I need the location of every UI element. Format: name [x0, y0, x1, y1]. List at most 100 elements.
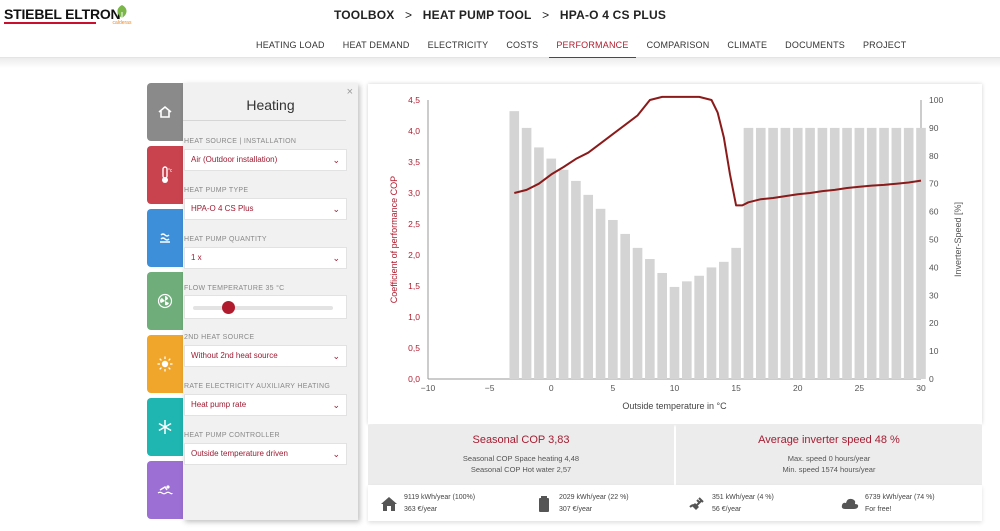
nav-documents[interactable]: DOCUMENTS — [785, 40, 845, 50]
electricity-rate-select[interactable]: Heat pump rate ⌄ — [184, 394, 347, 416]
tab-hot-water[interactable] — [147, 209, 183, 267]
inverter-speed-bar[interactable] — [805, 127, 815, 380]
y-tick-label: 4,5 — [408, 95, 420, 105]
inverter-speed-bar[interactable] — [595, 208, 606, 379]
breadcrumb-heat-pump-tool[interactable]: HEAT PUMP TOOL — [422, 8, 532, 22]
inverter-speed-bar[interactable] — [657, 272, 667, 379]
second-heat-source-select[interactable]: Without 2nd heat source ⌄ — [184, 345, 347, 367]
breadcrumb: TOOLBOX > HEAT PUMP TOOL > HPA-O 4 CS PL… — [0, 8, 1000, 22]
inverter-speed-bar[interactable] — [829, 127, 840, 380]
heat-source-select[interactable]: Air (Outdoor installation) ⌄ — [184, 149, 347, 171]
inverter-speed-bar[interactable] — [694, 275, 704, 379]
inverter-speed-bar[interactable] — [706, 267, 717, 379]
tab-heating[interactable]: °c — [147, 146, 183, 204]
breadcrumb-product: HPA-O 4 CS PLUS — [559, 8, 667, 22]
chevron-down-icon: ⌄ — [332, 204, 340, 214]
y2-tick-label: 30 — [929, 290, 939, 300]
house-icon — [158, 105, 172, 118]
inverter-speed-bar[interactable] — [718, 261, 729, 379]
nav-electricity[interactable]: ELECTRICITY — [427, 40, 489, 50]
second-heat-source-value: Without 2nd heat source — [191, 351, 278, 360]
inverter-speed-bar[interactable] — [534, 147, 544, 379]
inverter-speed-bar[interactable] — [792, 127, 803, 380]
inverter-speed-bar[interactable] — [558, 169, 569, 379]
x-tick-label: 0 — [549, 383, 554, 393]
x-tick-label: 25 — [855, 383, 865, 393]
energy-breakdown: 9119 kWh/year (100%) 363 €/year 2029 kWh… — [368, 485, 982, 521]
inverter-speed-bar[interactable] — [571, 180, 581, 379]
inverter-speed-bar[interactable] — [583, 194, 594, 379]
flow-temperature-slider[interactable] — [184, 295, 347, 319]
inverter-speed-bar[interactable] — [521, 127, 532, 380]
inverter-speed-bar[interactable] — [817, 127, 828, 380]
thermometer-icon: °c — [162, 166, 172, 183]
x-axis-title: Outside temperature in °C — [622, 401, 727, 411]
close-icon[interactable]: × — [346, 86, 353, 98]
top-header: STIEBEL ELTRON calderas TOOLBOX > HEAT P… — [0, 0, 1000, 32]
controller-select[interactable]: Outside temperature driven ⌄ — [184, 443, 347, 465]
nav-heat-demand[interactable]: HEAT DEMAND — [342, 40, 410, 50]
inverter-speed-bar[interactable] — [780, 127, 791, 380]
slider-track[interactable] — [193, 306, 333, 310]
tab-pool[interactable] — [147, 461, 183, 519]
breadcrumb-toolbox[interactable]: TOOLBOX — [333, 8, 395, 22]
energy-environment-kwh: 6739 kWh/year (74 %) — [865, 494, 935, 501]
x-tick-label: −10 — [421, 383, 436, 393]
inverter-speed-bar[interactable] — [879, 127, 889, 380]
panel-title: Heating — [246, 97, 295, 113]
y2-tick-label: 10 — [929, 346, 939, 356]
inverter-speed-bar[interactable] — [891, 127, 902, 380]
tab-ventilation[interactable] — [147, 272, 183, 330]
cop-hot-water: Seasonal COP Hot water 2,57 — [470, 465, 572, 474]
energy-total-kwh: 9119 kWh/year (100%) — [404, 494, 476, 501]
inverter-speed-bar[interactable] — [509, 111, 520, 379]
nav-climate[interactable]: CLIMATE — [727, 40, 768, 50]
inverter-speed-bar[interactable] — [866, 127, 877, 380]
inverter-speed-bar[interactable] — [755, 127, 766, 380]
y2-tick-label: 40 — [929, 262, 939, 272]
inverter-speed-title: Average inverter speed 48 % — [758, 434, 900, 446]
inverter-speed-bar[interactable] — [842, 127, 852, 380]
nav-project[interactable]: PROJECT — [862, 40, 907, 50]
brand-logo-underline — [4, 22, 96, 24]
energy-environment: 6739 kWh/year (74 %) For free! — [841, 491, 981, 517]
y-axis-title: Coefficient of performance COP — [389, 176, 399, 303]
energy-auxiliary-kwh: 351 kWh/year (4 %) — [712, 494, 774, 501]
inverter-speed-bar[interactable] — [669, 286, 680, 379]
nav-costs[interactable]: COSTS — [506, 40, 539, 50]
heat-pump-quantity-select[interactable]: 1 x ⌄ — [184, 247, 347, 269]
inverter-speed-bar[interactable] — [682, 281, 692, 379]
inverter-speed-bar[interactable] — [546, 158, 557, 379]
heat-pump-type-select[interactable]: HPA-O 4 CS Plus ⌄ — [184, 198, 347, 220]
performance-chart-card: 0,0 0,5 1,0 1,5 2,0 2,5 3,0 3,5 4,0 4,5 0 10 20 30 40 5… — [368, 84, 982, 424]
nav-heating-load[interactable]: HEATING LOAD — [256, 40, 325, 50]
energy-environment-cost: For free! — [865, 506, 892, 513]
tab-solar[interactable] — [147, 335, 183, 393]
inverter-speed-bar[interactable] — [620, 233, 631, 379]
y-tick-label: 0,5 — [408, 343, 420, 353]
heat-source-value: Air (Outdoor installation) — [191, 155, 278, 164]
inverter-speed-bar[interactable] — [645, 259, 655, 379]
inverter-speed-bar[interactable] — [608, 219, 618, 379]
svg-text:°c: °c — [168, 168, 172, 174]
inverter-speed-bar[interactable] — [916, 127, 926, 380]
energy-total-cost: 363 €/year — [404, 506, 438, 513]
inverter-speed-bar[interactable] — [743, 127, 754, 380]
tab-cooling[interactable] — [147, 398, 183, 456]
cop-line[interactable] — [514, 95, 922, 207]
nav-comparison[interactable]: COMPARISON — [646, 40, 710, 50]
slider-handle[interactable] — [222, 301, 235, 314]
inverter-speed-bar[interactable] — [768, 127, 778, 380]
controller-value: Outside temperature driven — [191, 449, 288, 458]
inverter-speed-bar[interactable] — [903, 127, 914, 380]
inverter-speed-summary: Average inverter speed 48 % Max. speed 0… — [676, 425, 982, 485]
inverter-speed-bar[interactable] — [854, 127, 865, 380]
brand-logo[interactable]: STIEBEL ELTRON — [4, 6, 121, 22]
inverter-speed-bar[interactable] — [632, 247, 643, 379]
nav-performance[interactable]: PERFORMANCE — [547, 32, 637, 59]
tab-building[interactable] — [147, 83, 183, 141]
heat-pump-type-value: HPA-O 4 CS Plus — [191, 204, 254, 213]
inverter-speed-bar[interactable] — [731, 247, 741, 379]
seasonal-cop-summary: Seasonal COP 3,83 Seasonal COP Space hea… — [368, 425, 674, 485]
y2-axis-title: Inverter-Speed [%] — [953, 202, 963, 277]
